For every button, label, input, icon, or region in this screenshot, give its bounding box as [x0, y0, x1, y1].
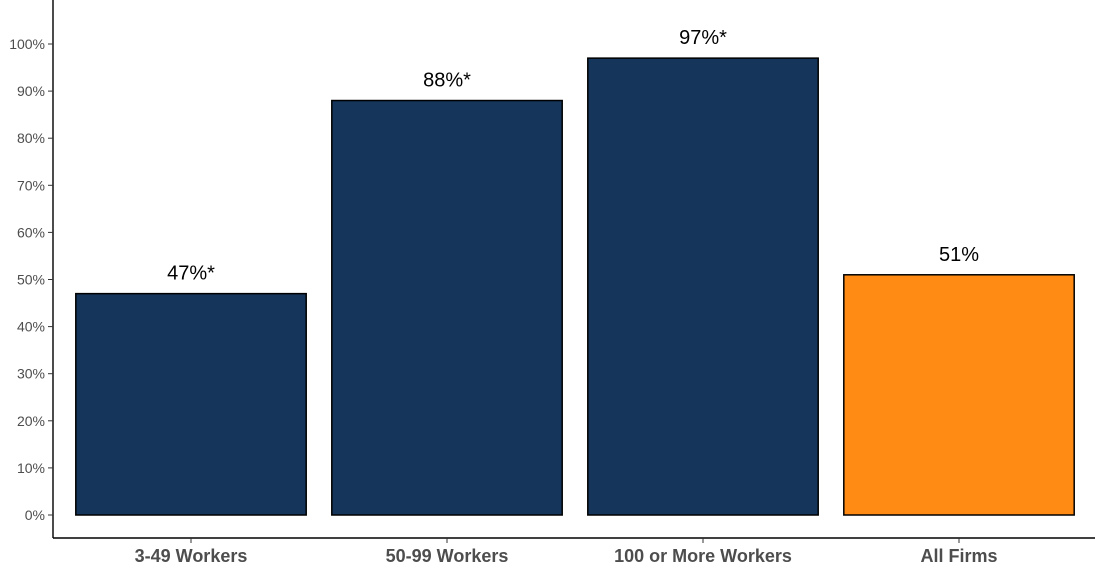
x-tick-label: All Firms: [920, 546, 997, 566]
bar: [587, 57, 819, 516]
data-label: 51%: [939, 244, 979, 266]
bars: [75, 57, 1075, 516]
y-tick-label: 30%: [17, 366, 45, 382]
y-tick-label: 70%: [17, 177, 45, 193]
bar: [843, 274, 1075, 516]
bar: [331, 99, 563, 516]
y-tick-label: 60%: [17, 224, 45, 240]
data-label: 88%*: [423, 70, 471, 92]
y-axis: 0% 10% 20% 30% 40% 50% 60% 70% 80% 90% 100%: [9, 0, 54, 538]
x-tick-label: 50-99 Workers: [386, 546, 509, 566]
y-tick-label: 100%: [9, 36, 45, 52]
y-tick-label: 40%: [17, 319, 45, 335]
y-tick-label: 10%: [17, 460, 45, 476]
y-tick-label: 90%: [17, 83, 45, 99]
y-tick-label: 50%: [17, 272, 45, 288]
x-tick-label: 3-49 Workers: [135, 546, 248, 566]
data-label: 97%*: [679, 27, 727, 49]
x-tick-label: 100 or More Workers: [614, 546, 792, 566]
bar: [75, 292, 307, 516]
data-labels: 47%* 88%* 97%* 51%: [167, 27, 979, 285]
y-tick-label: 80%: [17, 130, 45, 146]
x-axis: 3-49 Workers 50-99 Workers 100 or More Wor…: [53, 537, 1095, 566]
y-tick-label: 0%: [25, 507, 45, 523]
data-label: 47%*: [167, 263, 215, 285]
y-tick-label: 20%: [17, 413, 45, 429]
